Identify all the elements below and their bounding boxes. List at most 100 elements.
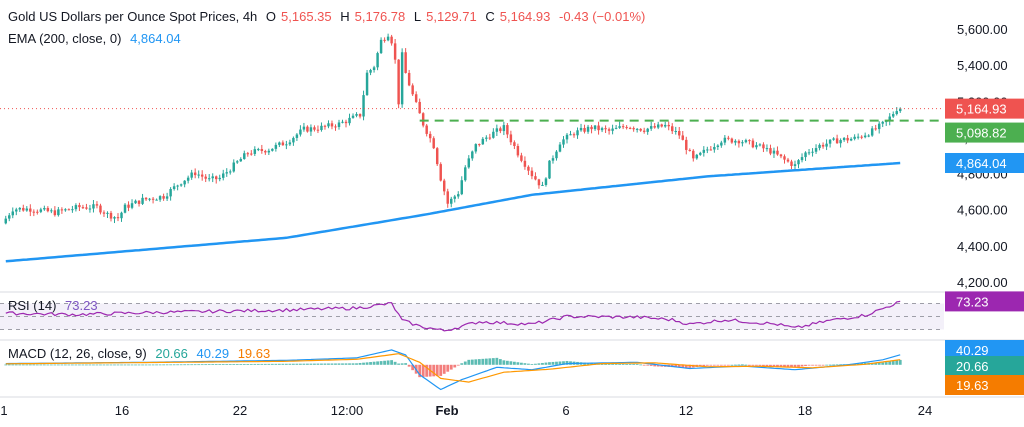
candle-body: [267, 150, 271, 153]
macd-histogram-bar: [835, 364, 839, 366]
macd-histogram-bar: [351, 363, 355, 365]
candle-body: [383, 39, 386, 41]
macd-histogram-bar: [169, 364, 173, 366]
candle-body: [323, 125, 327, 127]
candle-body: [50, 210, 53, 212]
candle-body: [692, 150, 695, 159]
candle-body: [807, 152, 811, 154]
macd-histogram-bar: [88, 364, 92, 366]
candle-body: [60, 209, 64, 211]
macd-histogram-bar: [688, 364, 692, 368]
candle-body: [113, 217, 116, 219]
macd-tag-1: 40.29: [956, 343, 989, 358]
macd-histogram-bar: [246, 364, 250, 365]
candle-body: [169, 189, 172, 197]
macd-histogram-bar: [895, 360, 899, 365]
x-tick-label: 18: [798, 403, 812, 418]
macd-histogram-bar: [614, 364, 618, 365]
macd-histogram-bar: [621, 364, 625, 365]
macd-histogram-bar: [762, 364, 765, 366]
candle-body: [600, 128, 604, 131]
candle-body: [572, 134, 576, 136]
ema-tag: 4,864.04: [956, 156, 1007, 171]
candle-body: [499, 128, 502, 132]
candle-body: [506, 125, 509, 135]
candle-body: [523, 160, 527, 167]
candle-body: [467, 158, 471, 168]
resistance-tag-bg: [945, 122, 1024, 143]
candle-body: [418, 101, 421, 114]
candle-body: [432, 138, 435, 149]
candle-body: [783, 156, 786, 160]
candle-body: [288, 142, 292, 145]
macd-histogram-bar: [63, 364, 67, 366]
macd-histogram-bar: [190, 364, 194, 366]
candle-body: [874, 128, 877, 130]
macd-histogram-bar: [25, 364, 29, 366]
candle-body: [660, 124, 663, 127]
candle-body: [478, 144, 481, 146]
candle-body: [8, 215, 11, 219]
macd-histogram-bar: [49, 364, 53, 366]
candle-body: [586, 126, 590, 132]
candle-body: [302, 126, 306, 130]
macd-histogram-bar: [369, 362, 372, 365]
macd-histogram-bar: [267, 363, 271, 365]
macd-histogram-bar: [120, 364, 123, 366]
candle-body: [281, 142, 285, 146]
ema-label: EMA (200, close, 0): [8, 31, 122, 46]
candle-body: [558, 144, 562, 152]
candle-body: [211, 176, 214, 179]
candle-body: [411, 85, 414, 95]
candle-body: [151, 198, 155, 200]
candle-body: [36, 211, 39, 213]
macd-histogram-bar: [207, 364, 211, 366]
macd-histogram-bar: [277, 363, 281, 365]
candle-body: [172, 186, 176, 190]
macd-histogram-bar: [95, 364, 99, 366]
candle-body: [706, 149, 709, 151]
last-price-tag-bg: [945, 98, 1024, 119]
candle-body: [165, 196, 169, 199]
candle-body: [678, 131, 681, 136]
macd-histogram-bar: [730, 364, 734, 366]
macd-histogram-bar: [418, 364, 422, 378]
candle-body: [863, 135, 867, 138]
macd-histogram-bar: [807, 364, 811, 366]
macd-histogram-bar: [558, 361, 562, 365]
macd-histogram-bar: [604, 364, 607, 365]
candle-body: [699, 152, 702, 155]
candle-body: [376, 53, 379, 68]
macd-histogram-bar: [313, 363, 316, 365]
macd-histogram-bar: [130, 364, 134, 366]
macd-histogram-bar: [467, 359, 471, 365]
macd-histogram-bar: [635, 364, 639, 365]
macd-histogram-bar: [421, 364, 425, 377]
macd-histogram-bar: [611, 364, 615, 365]
candle-body: [130, 203, 134, 208]
macd-histogram-bar: [211, 364, 215, 365]
macd-histogram-bar: [116, 364, 120, 366]
candle-body: [207, 178, 211, 180]
macd-histogram-bar: [744, 364, 748, 366]
macd-histogram-bar: [677, 364, 681, 368]
macd-histogram-bar: [519, 362, 523, 365]
candle-body: [720, 142, 723, 146]
macd-histogram-bar: [284, 363, 288, 365]
candle-body: [814, 148, 818, 152]
macd-histogram-bar: [828, 364, 832, 366]
candle-body: [4, 218, 7, 224]
macd-histogram-bar: [674, 364, 678, 368]
candle-body: [888, 116, 891, 122]
macd-histogram-bar: [544, 362, 548, 365]
x-tick-label: 16: [115, 403, 129, 418]
candle-body: [663, 124, 667, 127]
candle-body: [653, 126, 656, 128]
macd-histogram-bar: [733, 364, 737, 366]
macd-histogram-bar: [530, 364, 534, 365]
macd-histogram-bar: [804, 364, 807, 366]
candle-body: [92, 204, 95, 209]
candle-body: [881, 121, 884, 124]
macd-histogram-bar: [253, 363, 257, 365]
